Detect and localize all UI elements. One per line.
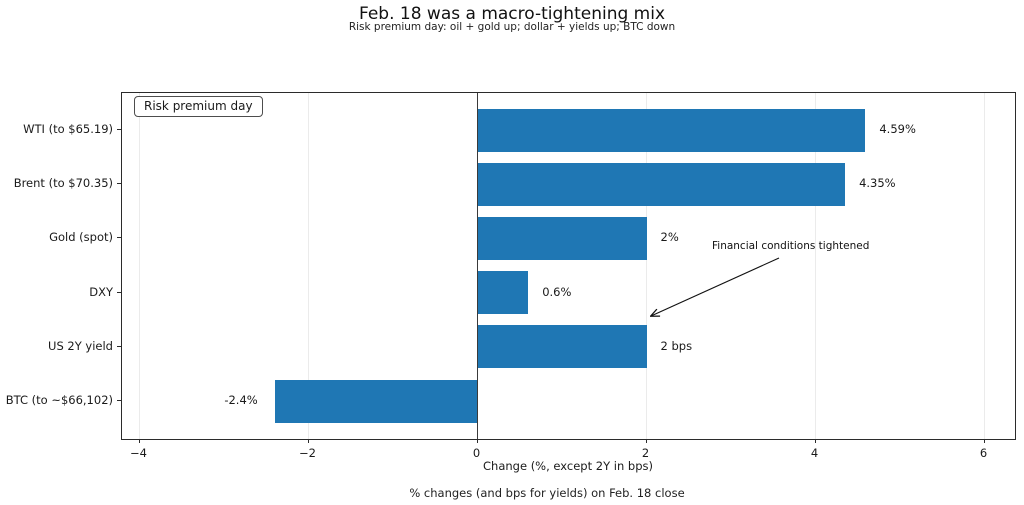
bar	[274, 379, 478, 423]
x-axis-tick	[307, 439, 309, 443]
x-tick-label: 2	[641, 446, 650, 460]
annotation-text: Financial conditions tightened	[712, 240, 870, 252]
bar-value-label: 2 bps	[660, 338, 693, 353]
x-axis-tick	[814, 439, 816, 443]
bar	[477, 325, 647, 369]
x-tick-label: 0	[472, 446, 481, 460]
chart-caption: % changes (and bps for yields) on Feb. 1…	[409, 486, 685, 500]
chart-subtitle: Risk premium day: oil + gold up; dollar …	[348, 21, 676, 33]
gridline	[984, 93, 985, 439]
legend-label: Risk premium day	[144, 99, 253, 113]
x-tick-label: −4	[130, 446, 147, 460]
bar-value-label: 4.35%	[859, 176, 896, 191]
bar	[477, 108, 866, 152]
plot-area	[121, 92, 1016, 440]
y-axis-label: DXY	[89, 284, 113, 299]
bar-value-label: -2.4%	[224, 393, 258, 407]
gridline	[815, 93, 816, 439]
bar	[477, 162, 846, 206]
bar-value-label: 4.59%	[879, 122, 916, 136]
y-axis-label: Gold (spot)	[49, 230, 113, 245]
y-axis-tick	[117, 400, 121, 401]
bar	[477, 271, 529, 315]
bar-value-label: 0.6%	[542, 284, 572, 299]
legend-box: Risk premium day	[134, 96, 263, 117]
y-axis-tick	[117, 183, 121, 185]
y-axis-label: US 2Y yield	[48, 338, 113, 353]
y-axis-tick	[117, 345, 121, 347]
y-axis-tick	[117, 129, 121, 130]
gridline	[139, 93, 140, 439]
y-axis-label: BTC (to ~$66,102)	[5, 393, 113, 407]
x-tick-label: 6	[979, 446, 988, 460]
x-tick-label: −2	[299, 446, 316, 460]
chart-title: Feb. 18 was a macro-tightening mix	[358, 4, 666, 24]
y-axis-label: Brent (to $70.35)	[13, 176, 113, 191]
x-axis-tick	[645, 439, 647, 443]
gridline	[646, 93, 647, 439]
y-axis-tick	[117, 291, 121, 293]
y-axis-tick	[117, 237, 121, 239]
x-tick-label: 4	[810, 446, 819, 460]
y-axis-label: WTI (to $65.19)	[23, 122, 113, 136]
x-axis-tick	[476, 439, 478, 443]
x-axis-tick	[138, 439, 140, 443]
bar	[477, 216, 647, 260]
bar-value-label: 2%	[660, 230, 679, 245]
gridline	[308, 93, 309, 439]
zero-line	[477, 93, 478, 439]
x-axis-tick	[983, 439, 985, 443]
x-axis-label: Change (%, except 2Y in bps)	[483, 459, 653, 473]
